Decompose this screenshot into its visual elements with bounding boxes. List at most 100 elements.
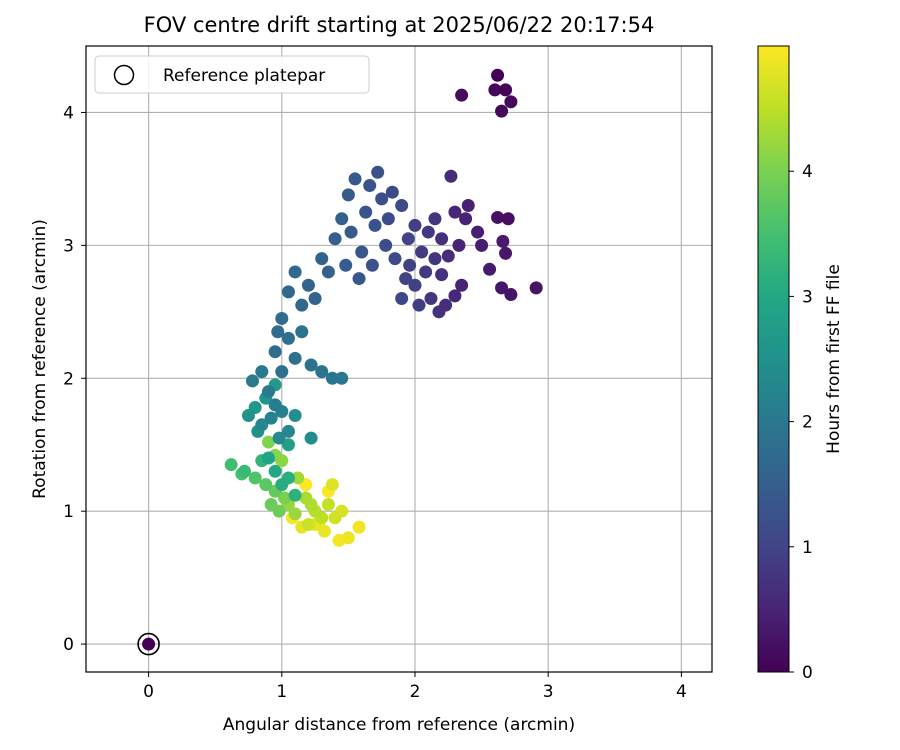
- data-point: [455, 88, 469, 102]
- data-point: [241, 408, 255, 422]
- data-point: [288, 488, 302, 502]
- data-point: [245, 374, 259, 388]
- data-point: [444, 169, 458, 183]
- data-point: [272, 431, 286, 445]
- data-point: [491, 210, 505, 224]
- y-tick-label: 1: [63, 502, 74, 522]
- data-point: [328, 232, 342, 246]
- data-point: [339, 258, 353, 272]
- data-point: [491, 68, 505, 82]
- data-point: [499, 246, 513, 260]
- y-axis-label: Rotation from reference (arcmin): [30, 219, 50, 499]
- grid-lines: [86, 46, 712, 672]
- data-point: [401, 232, 415, 246]
- data-point: [261, 451, 275, 465]
- data-point: [295, 325, 309, 339]
- reference-point-ring: [137, 632, 160, 656]
- data-point: [301, 278, 315, 292]
- data-point: [395, 292, 409, 306]
- reference-marker: [137, 632, 160, 656]
- data-point: [375, 192, 389, 206]
- data-point: [365, 258, 379, 272]
- data-point: [529, 281, 543, 295]
- data-point: [504, 95, 518, 109]
- legend-marker-reference: [113, 64, 135, 86]
- data-point: [281, 285, 295, 299]
- data-point: [455, 278, 469, 292]
- data-point: [321, 265, 335, 279]
- x-axis-label: Angular distance from reference (arcmin): [223, 715, 575, 735]
- data-point: [412, 298, 426, 312]
- colorbar-tick-label: 0: [802, 663, 813, 683]
- y-tick-label: 4: [63, 103, 74, 123]
- data-point: [371, 165, 385, 179]
- data-point: [424, 292, 438, 306]
- data-point: [264, 411, 278, 425]
- data-point: [504, 288, 518, 302]
- data-point: [488, 83, 502, 97]
- data-point: [439, 298, 453, 312]
- data-point: [308, 292, 322, 306]
- data-point: [385, 185, 399, 199]
- data-point: [288, 507, 302, 521]
- data-point: [281, 331, 295, 345]
- plot-frame: [85, 45, 713, 673]
- data-point: [496, 234, 510, 248]
- data-point: [379, 238, 393, 252]
- data-point: [325, 478, 339, 492]
- data-point: [435, 268, 449, 282]
- data-point: [335, 212, 349, 226]
- x-tick-label: 0: [143, 682, 154, 702]
- colorbar-tick-label: 1: [802, 538, 813, 558]
- reference-point: [142, 637, 156, 651]
- data-point: [271, 325, 285, 339]
- data-point: [495, 281, 509, 295]
- data-point: [224, 458, 238, 472]
- data-point: [268, 464, 282, 478]
- legend-label-reference: Reference platepar: [163, 66, 325, 86]
- data-point: [475, 238, 489, 252]
- data-point: [341, 531, 355, 545]
- x-axis-ticks: 0 1 2 3 4: [143, 672, 687, 702]
- data-point: [268, 345, 282, 359]
- data-point: [268, 398, 282, 412]
- data-point: [415, 245, 429, 259]
- y-tick-label: 3: [63, 236, 74, 256]
- data-point: [352, 272, 366, 286]
- data-point: [421, 225, 435, 239]
- colorbar-tick-label: 2: [802, 413, 813, 433]
- data-point: [301, 517, 315, 531]
- data-point: [471, 225, 485, 239]
- data-point: [388, 252, 402, 266]
- data-point: [448, 205, 462, 219]
- data-point: [459, 212, 473, 226]
- legend-box: [94, 55, 370, 94]
- data-point: [368, 218, 382, 232]
- data-point: [448, 289, 462, 303]
- colorbar-gradient: [757, 45, 790, 673]
- data-point: [363, 179, 377, 193]
- colorbar-ticks: 0 1 2 3 4: [789, 162, 813, 683]
- y-tick-label: 2: [63, 369, 74, 389]
- data-point: [288, 351, 302, 365]
- x-tick-label: 2: [410, 682, 421, 702]
- data-point: [248, 471, 262, 485]
- colorbar-tick-label: 3: [802, 287, 813, 307]
- data-point: [408, 278, 422, 292]
- data-point: [328, 511, 342, 525]
- data-point: [395, 198, 409, 212]
- data-point: [277, 491, 291, 505]
- data-point: [428, 212, 442, 226]
- data-point: [275, 365, 289, 379]
- data-point: [501, 212, 515, 226]
- y-axis-ticks: 0 1 2 3 4: [63, 103, 86, 655]
- x-tick-label: 3: [543, 682, 554, 702]
- data-point: [403, 258, 417, 272]
- data-point: [352, 520, 366, 534]
- colorbar: 0 1 2 3 4 Hours from first FF file: [757, 45, 844, 683]
- data-point: [461, 198, 475, 212]
- data-point: [315, 252, 329, 266]
- data-point: [452, 238, 466, 252]
- data-point: [341, 188, 355, 202]
